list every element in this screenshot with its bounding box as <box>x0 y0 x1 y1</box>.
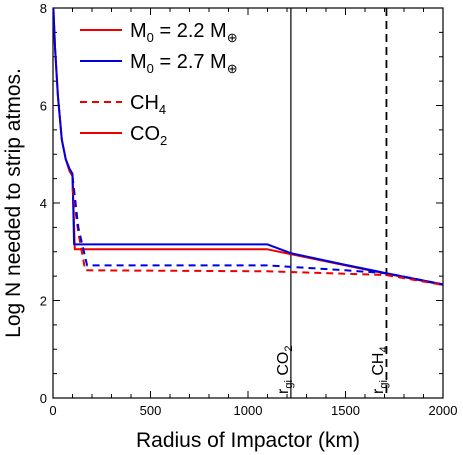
x-axis-title: Radius of Impactor (km) <box>136 429 360 452</box>
x-tick-label-4: 2000 <box>429 403 458 418</box>
vertical-lines-layer <box>290 8 388 398</box>
legend-label-co2: CO2 <box>130 123 167 148</box>
y-axis-title: Log N needed to strip atmos. <box>2 68 25 338</box>
series-line-m27_ch4 <box>71 176 443 286</box>
x-tick-label-1: 500 <box>140 403 162 418</box>
vline-label-ch4: rgi CH4 <box>370 346 390 394</box>
legend: M0 = 2.2 M⊕ M0 = 2.7 M⊕ CH4 CO2 <box>80 20 238 148</box>
y-tick-label-2: 4 <box>40 196 47 211</box>
ticks-layer: 0 500 1000 1500 2000 0 2 4 6 8 <box>40 1 458 418</box>
vline-label-co2-species-sub: 2 <box>283 346 295 352</box>
vline-label-ch4-sub: gi <box>378 380 390 389</box>
x-tick-label-0: 0 <box>49 403 56 418</box>
vline-label-co2-species: CO <box>275 352 292 380</box>
legend-label-m27: M0 = 2.7 M⊕ <box>130 51 238 76</box>
vline-label-ch4-main: r <box>370 388 387 394</box>
legend-label-ch4: CH4 <box>130 92 166 117</box>
vline-label-co2-sub: gi <box>283 380 295 389</box>
y-tick-label-3: 6 <box>40 99 47 114</box>
y-tick-label-1: 2 <box>40 294 47 309</box>
vline-label-ch4-species: CH <box>370 353 387 381</box>
vline-label-ch4-species-sub: 4 <box>378 346 390 352</box>
vline-label-co2: rgi CO2 <box>275 346 295 394</box>
x-tick-label-2: 1000 <box>234 403 263 418</box>
x-tick-label-3: 1500 <box>331 403 360 418</box>
series-layer <box>53 8 443 286</box>
y-tick-label-0: 0 <box>40 391 47 406</box>
vline-label-co2-main: r <box>275 388 292 394</box>
series-line-m22_ch4 <box>71 188 443 286</box>
legend-label-m22: M0 = 2.2 M⊕ <box>130 20 238 45</box>
series-line-m27_co2 <box>53 8 443 286</box>
y-tick-label-4: 8 <box>40 1 47 16</box>
